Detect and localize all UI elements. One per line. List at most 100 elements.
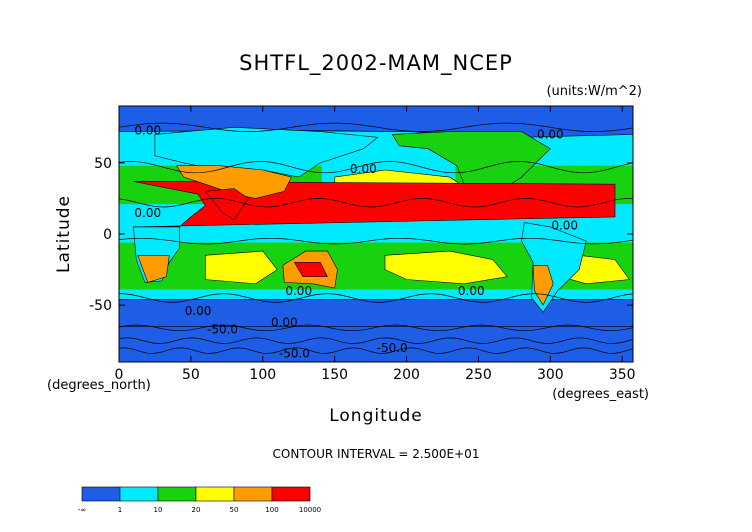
field-cell [438, 165, 444, 171]
field-cell [257, 293, 262, 299]
field-cell [261, 242, 267, 248]
field-cell [317, 221, 323, 227]
field-cell [343, 259, 349, 265]
field-cell [356, 229, 362, 235]
field-cell [278, 229, 284, 235]
field-cell [351, 221, 357, 227]
field-cell [123, 140, 129, 145]
field-cell [377, 268, 383, 273]
field-cell [144, 280, 150, 286]
field-cell [248, 246, 254, 252]
field-cell [157, 191, 163, 197]
field-cell [278, 242, 284, 248]
field-cell [153, 165, 159, 171]
field-cell [136, 152, 142, 158]
field-cell [257, 280, 262, 286]
field-cell [179, 208, 185, 214]
field-cell [196, 293, 202, 299]
field-cell [166, 174, 172, 180]
field-cell [347, 276, 353, 282]
field-cell [472, 221, 478, 227]
field-cell [136, 276, 142, 282]
field-cell [425, 280, 431, 286]
field-cell [157, 165, 163, 171]
field-cell [433, 229, 439, 235]
field-cell [127, 289, 133, 295]
field-cell [425, 285, 431, 291]
field-cell [334, 263, 340, 269]
field-cell [175, 195, 180, 201]
field-cell [313, 246, 319, 252]
field-cell [425, 242, 431, 248]
field-cell [131, 216, 137, 222]
field-cell [149, 204, 155, 209]
field-cell [399, 276, 405, 282]
field-cell [377, 157, 383, 163]
field-cell [269, 225, 275, 231]
chart-title: SHTFL_2002-MAM_NCEP [239, 51, 513, 76]
field-cell [231, 242, 237, 248]
field-cell [226, 285, 232, 291]
field-cell [459, 229, 465, 235]
field-cell [269, 234, 275, 239]
field-cell [231, 293, 237, 299]
field-cell [179, 255, 185, 261]
field-cell [464, 285, 469, 291]
field-cell [149, 152, 155, 158]
field-cell [183, 178, 189, 184]
field-cell [136, 148, 142, 154]
field-cell [162, 178, 168, 184]
field-cell [386, 131, 392, 137]
field-cell [360, 157, 366, 163]
field-cell [334, 255, 340, 261]
field-cell [295, 234, 301, 239]
field-cell [127, 246, 133, 252]
field-cell [395, 234, 400, 239]
field-cell [170, 272, 176, 278]
field-cell [338, 234, 344, 239]
field-cell [291, 293, 297, 299]
field-cell [175, 178, 180, 184]
field-cell [364, 251, 370, 256]
field-cell [131, 191, 137, 197]
field-cell [455, 229, 461, 235]
field-cell [338, 280, 344, 286]
field-cell [205, 289, 211, 295]
field-cell [188, 208, 193, 214]
field-cell [334, 251, 340, 256]
field-cell [257, 229, 262, 235]
field-cell [282, 285, 288, 291]
field-cell [170, 199, 176, 205]
field-cell [377, 246, 383, 252]
field-cell [239, 225, 245, 231]
field-cell [308, 174, 314, 180]
field-cell [170, 170, 176, 175]
field-cell [123, 187, 129, 192]
field-cell [278, 268, 284, 273]
field-cell [162, 187, 168, 192]
field-cell [455, 221, 461, 227]
field-cell [313, 174, 319, 180]
field-cell [166, 165, 172, 171]
field-cell [338, 170, 344, 175]
field-cell [188, 276, 193, 282]
field-cell [425, 157, 431, 163]
field-cell [144, 182, 150, 188]
field-cell [244, 242, 249, 248]
field-cell [334, 246, 340, 252]
field-cell [162, 170, 168, 175]
field-cell [287, 289, 293, 295]
field-cell [373, 276, 379, 282]
field-cell [205, 225, 211, 231]
field-cell [390, 140, 396, 145]
field-cell [386, 293, 392, 299]
field-cell [459, 238, 465, 244]
field-cell [291, 178, 297, 184]
field-cell [205, 238, 211, 244]
field-cell [407, 285, 413, 291]
field-cell [343, 242, 349, 248]
field-cell [429, 289, 435, 295]
field-cell [446, 161, 452, 167]
field-cell [395, 225, 400, 231]
field-cell [149, 157, 155, 163]
